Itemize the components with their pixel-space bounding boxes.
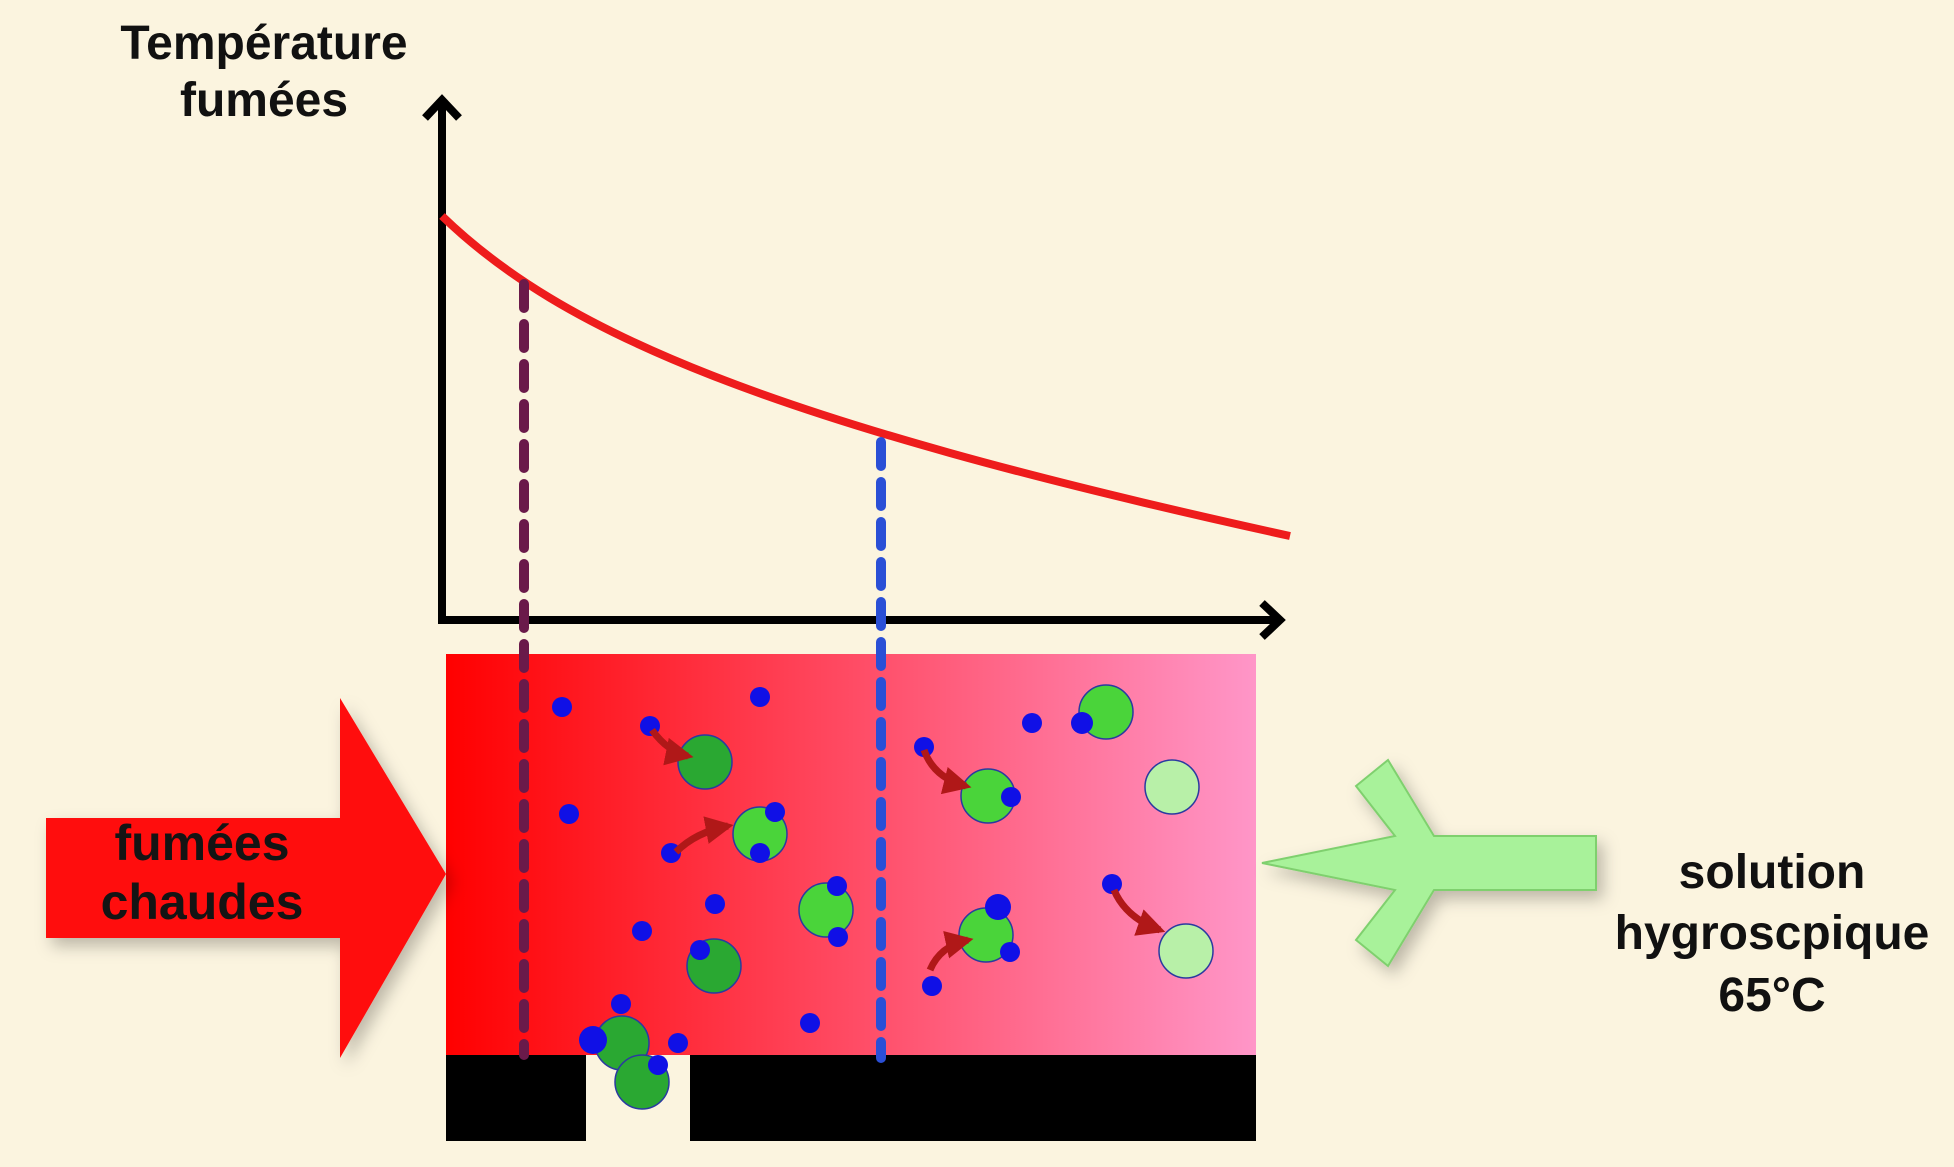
solution-label-line2: hygroscpique [1614, 907, 1930, 961]
hot-gas-label-line1: fumées [114, 815, 290, 871]
droplet [1158, 923, 1214, 979]
water-molecule [1000, 942, 1020, 962]
water-molecule [765, 802, 785, 822]
transfer-arrow [926, 931, 974, 972]
water-molecule [559, 804, 579, 824]
hot-gas-label: fumées chaudes [66, 814, 338, 932]
hot-gas-inlet-arrow [46, 698, 446, 1058]
water-molecule [1001, 787, 1021, 807]
water-molecule [750, 843, 770, 863]
temperature-curve [439, 213, 1291, 540]
droplet [677, 734, 733, 790]
water-molecule [552, 697, 572, 717]
x-axis-arrowhead [1259, 600, 1286, 640]
y-axis-label-line2: fumées [179, 73, 349, 127]
droplet [1144, 759, 1200, 815]
y-axis-label-line1: Température [120, 17, 408, 70]
water-molecule [579, 1026, 607, 1054]
solution-inlet-arrow [1261, 758, 1597, 968]
water-molecule [985, 894, 1011, 920]
water-molecule [632, 921, 652, 941]
water-molecule [705, 894, 725, 914]
water-molecule [914, 737, 934, 757]
water-molecule [611, 994, 631, 1014]
water-molecule [922, 976, 942, 996]
water-molecule [1071, 712, 1093, 734]
drain-block-right [690, 1055, 1256, 1141]
transfer-arrows [649, 727, 1166, 972]
transfer-arrow [649, 727, 694, 766]
transfer-arrow [920, 748, 972, 795]
solution-label-line1: solution [1678, 846, 1866, 899]
water-molecule [668, 1033, 688, 1053]
transfer-arrow [1110, 888, 1166, 936]
transfer-arrow [673, 816, 734, 855]
water-molecule [1022, 713, 1042, 733]
water-molecule [800, 1013, 820, 1033]
water-molecule [648, 1055, 668, 1075]
water-molecule [690, 940, 710, 960]
solution-label-line3: 65°C [1718, 968, 1826, 1022]
water-molecule [827, 876, 847, 896]
solution-label: solution hygroscpique 65°C [1590, 842, 1954, 1026]
water-molecule [828, 927, 848, 947]
temperature-axes [422, 94, 1286, 640]
drain-block-left [446, 1055, 586, 1141]
droplet [798, 882, 854, 938]
y-axis-arrowhead [422, 94, 462, 121]
y-axis-label: Température fumées [96, 16, 432, 129]
hot-gas-label-line2: chaudes [100, 874, 304, 930]
water-molecule [750, 687, 770, 707]
